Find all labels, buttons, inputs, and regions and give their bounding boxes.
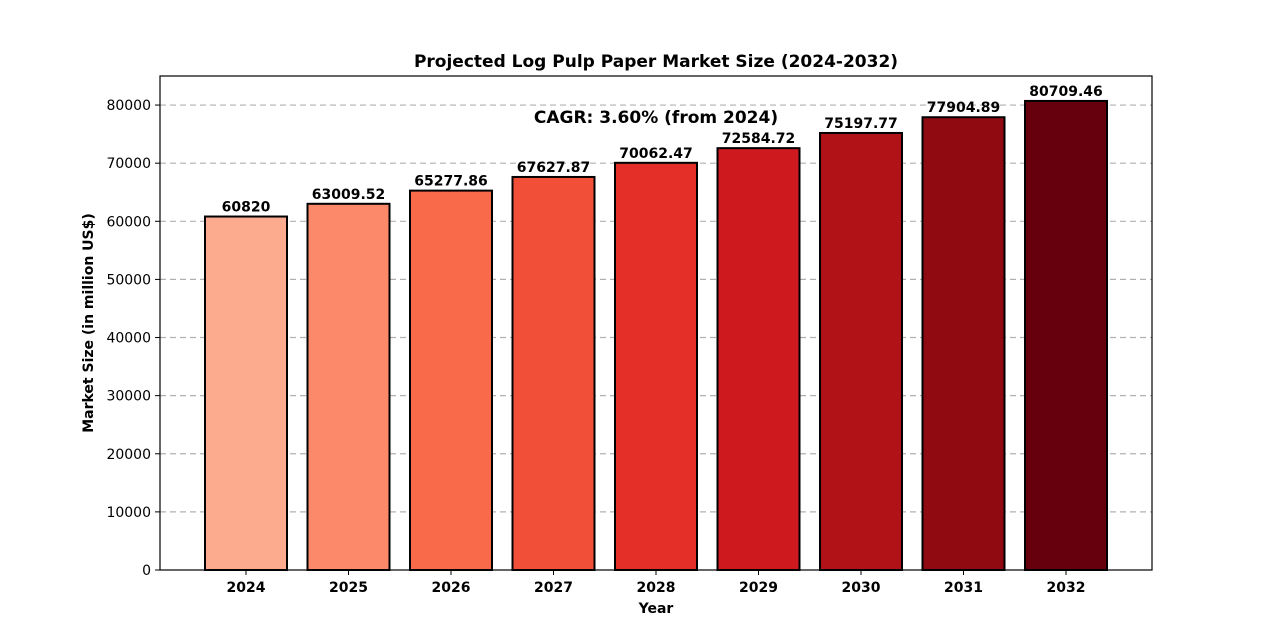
y-tick-label: 80000	[106, 98, 151, 114]
bar-2024	[204, 215, 288, 571]
x-tick-label: 2024	[227, 580, 266, 596]
cagr-annotation: CAGR: 3.60% (from 2024)	[534, 108, 778, 128]
data-label-2026: 65277.86	[414, 174, 488, 190]
y-tick-label: 50000	[106, 272, 151, 288]
x-tick-label: 2032	[1047, 580, 1086, 596]
y-tick-label: 0	[142, 563, 151, 579]
bar-2030	[819, 131, 903, 571]
plot-frame	[159, 75, 1153, 571]
y-axis-label: Market Size (in million US$)	[81, 213, 97, 433]
x-axis-label: Year	[638, 601, 674, 617]
data-label-2028: 70062.47	[619, 146, 693, 162]
data-label-2030: 75197.77	[824, 116, 898, 132]
x-tick-label: 2031	[944, 580, 983, 596]
x-axis-ticks: 2024 2025 2026 2027 2028 2029 2030 2031 2032	[227, 570, 1086, 596]
bar-2027	[511, 175, 596, 571]
bar-2031	[921, 116, 1006, 571]
x-tick-label: 2027	[534, 580, 573, 596]
data-label-2025: 63009.52	[312, 187, 386, 203]
data-labels: 60820 63009.52 65277.86 67627.87 70062.47 725…	[222, 84, 1103, 216]
y-tick-label: 20000	[106, 447, 151, 463]
data-label-2024: 60820	[222, 200, 271, 216]
x-tick-label: 2025	[329, 580, 368, 596]
data-label-2029: 72584.72	[722, 131, 796, 147]
y-tick-label: 10000	[106, 505, 151, 521]
bar-2032	[1024, 99, 1108, 571]
y-tick-label: 30000	[106, 389, 151, 405]
x-tick-label: 2030	[842, 580, 881, 596]
x-tick-label: 2029	[739, 580, 778, 596]
bar-2026	[409, 189, 493, 572]
y-axis-ticks: 0 10000 20000 30000 40000 50000 60000 70000 8000…	[106, 98, 160, 579]
y-tick-label: 40000	[106, 331, 151, 347]
data-label-2031: 77904.89	[927, 100, 1001, 116]
y-tick-label: 70000	[106, 156, 151, 172]
bar-2029	[716, 147, 801, 571]
chart-title: Projected Log Pulp Paper Market Size (20…	[414, 52, 898, 72]
y-tick-label: 60000	[106, 214, 151, 230]
x-tick-label: 2026	[432, 580, 471, 596]
bars	[204, 99, 1108, 572]
x-tick-label: 2028	[637, 580, 676, 596]
bar-2025	[306, 202, 391, 571]
bar-2028	[614, 161, 698, 571]
data-label-2027: 67627.87	[517, 160, 591, 176]
data-label-2032: 80709.46	[1029, 84, 1103, 100]
